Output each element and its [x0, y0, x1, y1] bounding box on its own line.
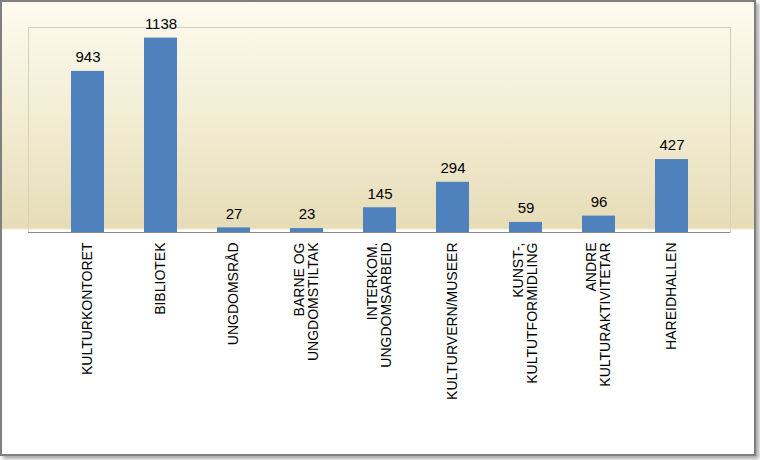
svg-text:ANDREKULTURAKTIVITETAR: ANDREKULTURAKTIVITETAR — [583, 243, 613, 387]
svg-text:96: 96 — [591, 193, 608, 210]
svg-text:294: 294 — [440, 159, 465, 176]
svg-text:UNGDOMSRÅD: UNGDOMSRÅD — [225, 243, 241, 346]
svg-text:KUNST-,KULTUTFORMIDLING: KUNST-,KULTUTFORMIDLING — [510, 243, 540, 384]
svg-text:BIBLIOTEK: BIBLIOTEK — [152, 242, 168, 315]
svg-text:INTERKOM.UNGDOMSARBEID: INTERKOM.UNGDOMSARBEID — [364, 243, 394, 368]
svg-text:427: 427 — [659, 136, 684, 153]
svg-text:KULTURVERN/MUSEER: KULTURVERN/MUSEER — [444, 243, 460, 400]
svg-text:943: 943 — [75, 48, 100, 65]
svg-text:HAREIDHALLEN: HAREIDHALLEN — [663, 243, 679, 350]
svg-text:59: 59 — [518, 199, 535, 216]
svg-text:23: 23 — [299, 205, 316, 222]
svg-text:1138: 1138 — [145, 15, 177, 32]
svg-text:145: 145 — [367, 185, 392, 202]
svg-text:27: 27 — [226, 205, 243, 222]
svg-text:BARNE OGUNGDOMSTILTAK: BARNE OGUNGDOMSTILTAK — [291, 242, 321, 361]
svg-text:KULTURKONTORET: KULTURKONTORET — [79, 242, 95, 375]
